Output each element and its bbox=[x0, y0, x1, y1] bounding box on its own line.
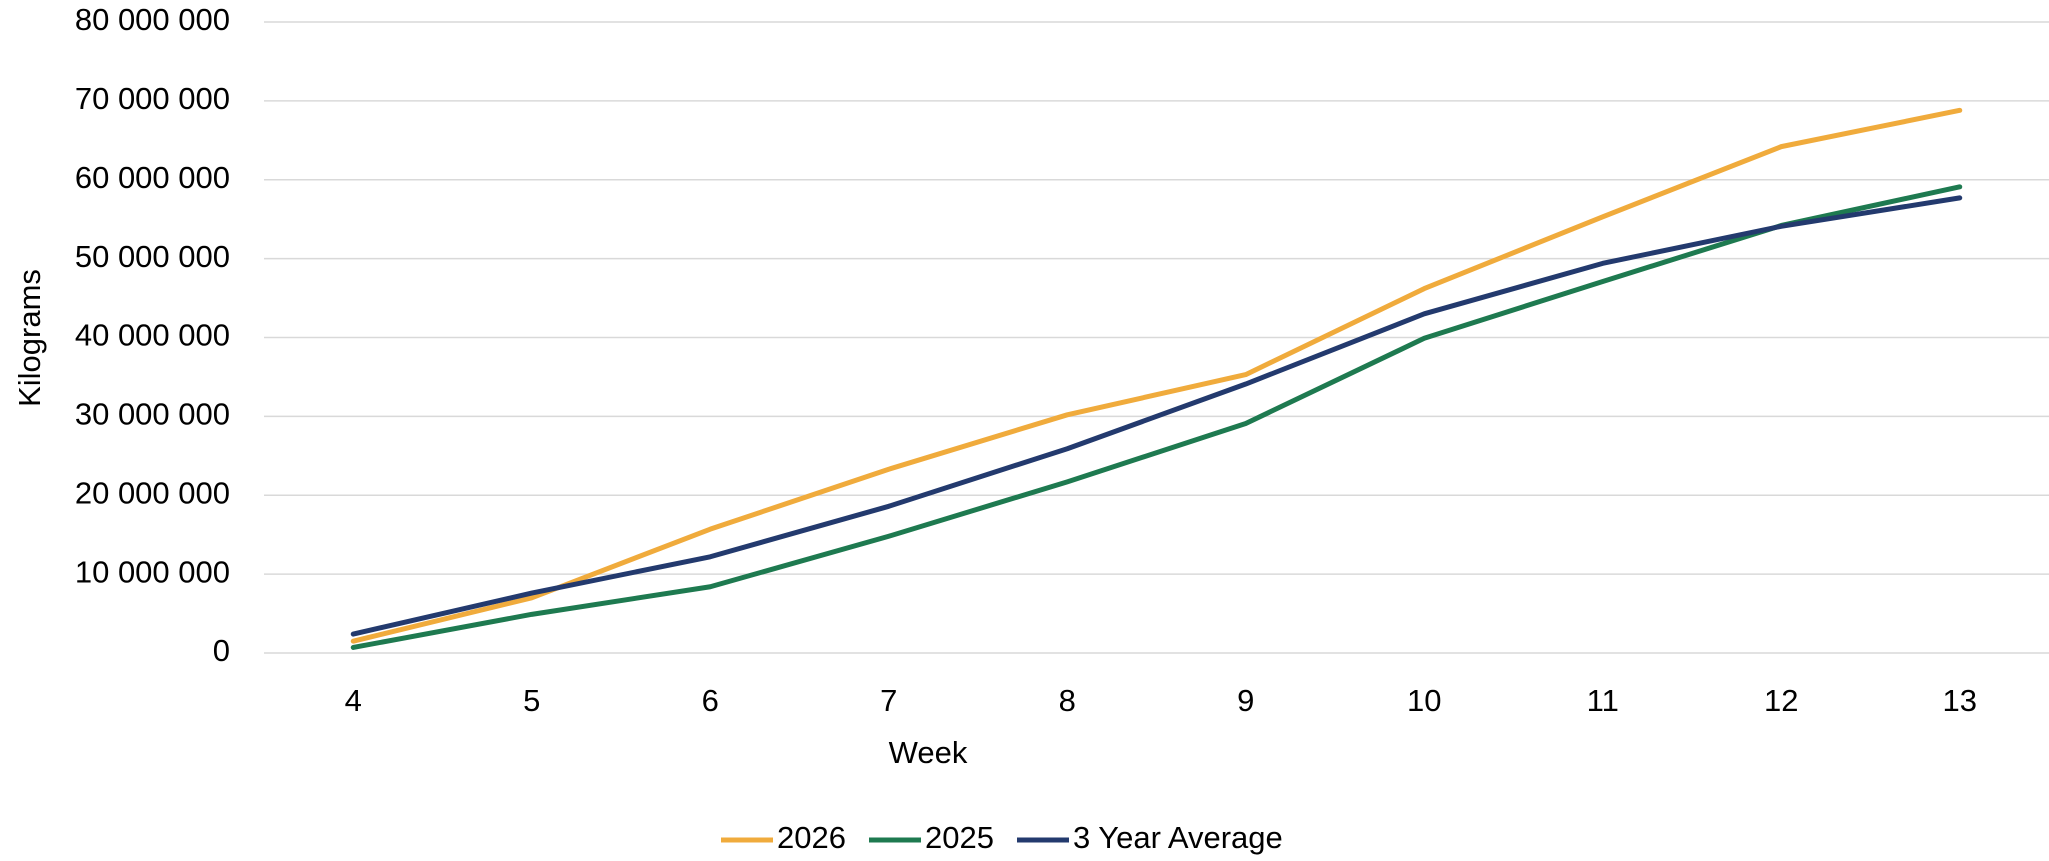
x-tick-label: 11 bbox=[1587, 683, 1619, 718]
x-axis-title: Week bbox=[889, 735, 968, 770]
y-tick-label: 30 000 000 bbox=[75, 397, 230, 432]
series-line bbox=[350, 184, 1963, 650]
y-tick-label: 10 000 000 bbox=[75, 554, 230, 589]
series-line bbox=[350, 195, 1963, 637]
x-tick-label: 6 bbox=[702, 683, 719, 718]
y-tick-label: 80 000 000 bbox=[75, 2, 230, 37]
legend-label: 2025 bbox=[925, 820, 994, 855]
y-tick-label: 50 000 000 bbox=[75, 239, 230, 274]
x-tick-label: 4 bbox=[345, 683, 362, 718]
y-tick-label: 60 000 000 bbox=[75, 160, 230, 195]
x-tick-label: 9 bbox=[1237, 683, 1254, 718]
x-tick-label: 12 bbox=[1764, 683, 1798, 718]
legend-label: 3 Year Average bbox=[1073, 820, 1283, 855]
legend-label: 2026 bbox=[777, 820, 846, 855]
y-tick-label: 40 000 000 bbox=[75, 318, 230, 353]
x-tick-label: 8 bbox=[1059, 683, 1076, 718]
x-tick-label: 7 bbox=[880, 683, 897, 718]
y-tick-label: 0 bbox=[213, 633, 230, 668]
y-tick-label: 20 000 000 bbox=[75, 475, 230, 510]
series-line bbox=[350, 107, 1963, 644]
x-tick-label: 5 bbox=[523, 683, 540, 718]
y-axis-title: Kilograms bbox=[12, 269, 47, 407]
x-tick-label: 10 bbox=[1407, 683, 1441, 718]
x-tick-label: 13 bbox=[1943, 683, 1977, 718]
y-tick-label: 70 000 000 bbox=[75, 81, 230, 116]
